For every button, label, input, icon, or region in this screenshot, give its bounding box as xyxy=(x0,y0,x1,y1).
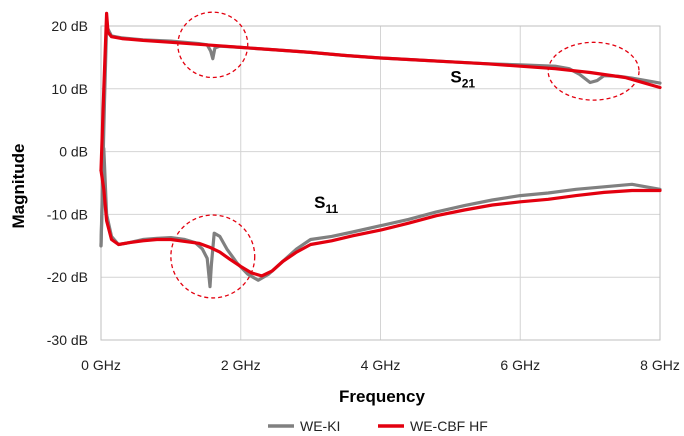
x-tick-label: 8 GHz xyxy=(640,357,680,373)
series-line-s21 xyxy=(99,11,662,172)
highlight-ellipse xyxy=(547,41,640,101)
y-tick-label: -10 dB xyxy=(47,206,88,222)
x-tick-label: 4 GHz xyxy=(361,357,401,373)
series-line-s11 xyxy=(99,168,662,278)
highlight-ellipse xyxy=(177,11,249,79)
highlight-ellipse xyxy=(170,214,256,299)
x-tick-labels: 0 GHz 2 GHz 4 GHz 6 GHz 8 GHz xyxy=(81,357,680,373)
y-tick-label: 20 dB xyxy=(51,18,88,34)
y-tick-label: 10 dB xyxy=(51,81,88,97)
legend-label: WE-CBF HF xyxy=(410,418,488,434)
annotation-s21: S21 xyxy=(450,68,475,91)
annotation-s11: S11 xyxy=(314,193,338,216)
y-axis-title: Magnitude xyxy=(9,144,28,229)
series-we-cbf-hf xyxy=(99,11,662,278)
y-tick-label: 0 dB xyxy=(59,144,88,160)
highlight-regions xyxy=(170,11,640,299)
x-tick-label: 6 GHz xyxy=(500,357,540,373)
legend: WE-KI WE-CBF HF xyxy=(268,418,488,434)
y-tick-labels: 20 dB 10 dB 0 dB -10 dB -20 dB -30 dB xyxy=(47,18,88,348)
x-axis-title: Frequency xyxy=(339,387,426,406)
y-tick-label: -30 dB xyxy=(47,332,88,348)
y-tick-label: -20 dB xyxy=(47,269,88,285)
annotations: S21 S11 xyxy=(314,68,475,217)
legend-label: WE-KI xyxy=(300,418,340,434)
series-layer xyxy=(99,11,662,289)
x-tick-label: 2 GHz xyxy=(221,357,261,373)
x-tick-label: 0 GHz xyxy=(81,357,121,373)
